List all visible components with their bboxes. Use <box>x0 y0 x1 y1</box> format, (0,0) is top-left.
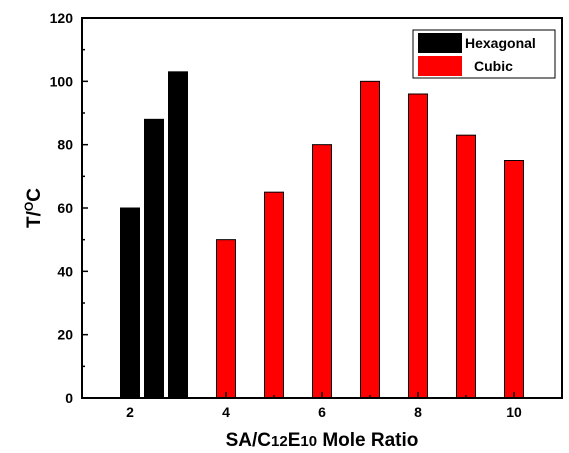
bar-cubic-3 <box>360 80 380 399</box>
legend: Hexagonal Cubic <box>412 29 556 79</box>
bars-layer <box>120 71 524 399</box>
bar-cubic-6 <box>504 160 524 399</box>
bar-cubic-4 <box>408 93 428 399</box>
x-tick-label: 8 <box>414 404 422 420</box>
bar-hexagonal-2 <box>168 71 188 399</box>
bar-hexagonal-1 <box>144 118 164 399</box>
y-tick-label: 40 <box>57 263 73 279</box>
ticks-layer: 0 20 40 60 80 100 120 2 4 6 8 10 <box>50 10 563 420</box>
y-axis-title: T/OC <box>22 188 45 228</box>
legend-swatch-hexagonal <box>418 33 462 53</box>
x-tick-label: 10 <box>506 404 522 420</box>
bar-hexagonal-0 <box>120 207 140 399</box>
bar-cubic-2 <box>312 144 332 399</box>
x-axis-title: SA/C12E10 Mole Ratio <box>226 430 419 451</box>
legend-label-hexagonal: Hexagonal <box>465 35 536 51</box>
legend-swatch-cubic <box>418 56 462 76</box>
bar-cubic-5 <box>456 134 476 399</box>
y-tick-label: 120 <box>50 10 74 26</box>
x-tick-label: 2 <box>126 404 134 420</box>
bar-cubic-1 <box>264 191 284 399</box>
y-tick-label: 20 <box>57 327 73 343</box>
x-tick-label: 4 <box>222 404 230 420</box>
y-tick-label: 60 <box>57 200 73 216</box>
legend-label-cubic: Cubic <box>474 58 513 74</box>
x-tick-label: 6 <box>318 404 326 420</box>
y-tick-label: 80 <box>57 137 73 153</box>
y-tick-label: 0 <box>65 390 73 406</box>
y-tick-label: 100 <box>50 73 74 89</box>
bar-cubic-0 <box>216 239 236 399</box>
